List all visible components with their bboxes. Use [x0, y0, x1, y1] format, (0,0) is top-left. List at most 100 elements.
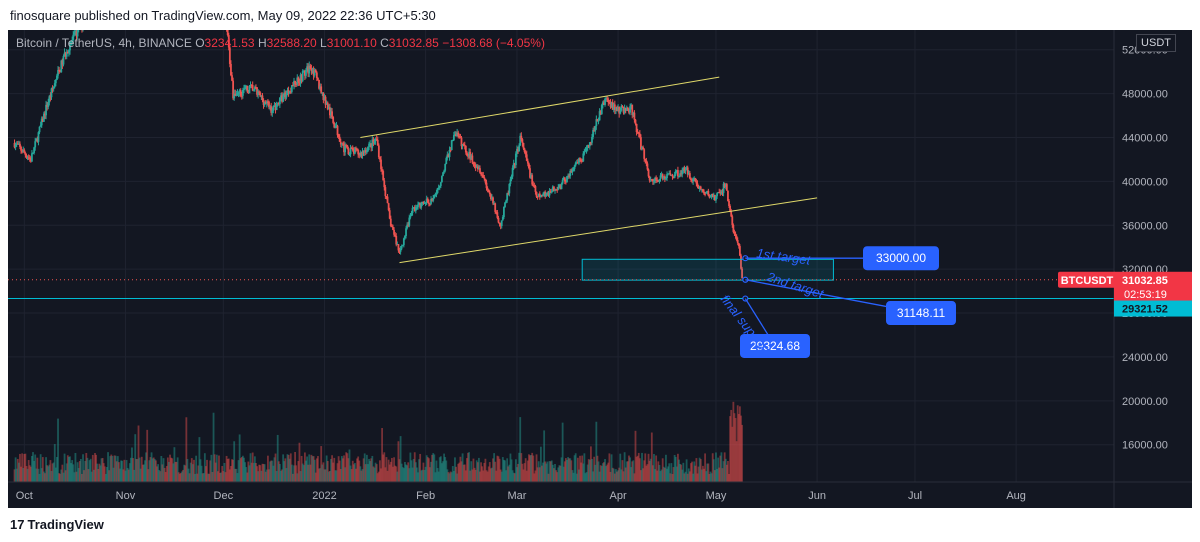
volume-bar [530, 455, 532, 482]
candle-body [717, 191, 720, 194]
volume-bar [442, 461, 444, 482]
volume-bar [649, 458, 652, 482]
volume-bar [722, 461, 725, 482]
volume-bar [49, 460, 52, 482]
candle-body [547, 192, 550, 196]
candle-body [620, 106, 623, 111]
volume-bar [257, 471, 260, 482]
candle-body [13, 143, 16, 148]
volume-bar [198, 437, 201, 482]
candle-body [497, 217, 500, 223]
volume-bar [474, 469, 477, 482]
candle-body [657, 180, 660, 182]
candle-body [550, 191, 553, 193]
volume-bar [230, 466, 232, 482]
candle-body [574, 162, 577, 166]
volume-bar [72, 464, 75, 482]
volume-bar [466, 458, 468, 482]
volume-bar [188, 473, 191, 482]
volume-bar [124, 470, 127, 482]
candle-body [56, 75, 58, 80]
volume-bar [537, 461, 540, 482]
volume-bar [425, 455, 428, 482]
candle-body [307, 66, 310, 74]
volume-bar [306, 456, 308, 482]
volume-bar [473, 467, 476, 482]
currency-button[interactable]: USDT [1136, 34, 1176, 52]
volume-bar [208, 473, 211, 482]
candle-body [522, 142, 525, 149]
candle-body [489, 194, 492, 200]
volume-bar [42, 471, 45, 482]
chart-panel[interactable]: Oct Nov Dec 2022 Feb Mar Apr May Jun Jul Aug 33000.… [8, 30, 1192, 508]
candle-body [470, 155, 473, 160]
volume-bar [24, 453, 27, 482]
candle-body [702, 189, 704, 192]
volume-bar [426, 457, 429, 482]
candle-body [610, 102, 613, 107]
candle-body [26, 157, 29, 159]
volume-bar [393, 457, 395, 482]
candle-body [240, 95, 243, 97]
candle-body [418, 202, 420, 205]
volume-bar [457, 463, 460, 482]
candle-body [408, 217, 411, 226]
volume-bar [526, 460, 529, 482]
volume-bar [84, 460, 87, 482]
volume-bar [376, 473, 379, 482]
candle-body [561, 179, 564, 184]
candle-body [593, 129, 596, 132]
candle-body [234, 93, 237, 96]
volume-bar [361, 469, 364, 482]
volume-bar [508, 464, 511, 482]
volume-bar [411, 467, 414, 482]
candle-body [24, 152, 27, 156]
candle-body [535, 191, 538, 197]
volume-bar [551, 464, 554, 482]
volume-bar [263, 464, 266, 482]
volume-bar [120, 460, 123, 482]
candle-body [441, 176, 443, 183]
candle-body [262, 100, 265, 105]
candle-body [339, 141, 342, 145]
volume-bar [97, 469, 100, 482]
volume-bar [253, 456, 256, 482]
volume-bar [139, 468, 142, 482]
candle-body [455, 134, 457, 137]
volume-bar [581, 455, 584, 482]
volume-bar [452, 470, 455, 482]
candle-body [381, 169, 384, 172]
volume-bar [65, 463, 68, 482]
volume-bar [90, 471, 93, 482]
price-chart[interactable]: Oct Nov Dec 2022 Feb Mar Apr May Jun Jul Aug 33000.… [8, 30, 1192, 508]
volume-bar [528, 454, 530, 482]
candle-body [365, 151, 368, 153]
volume-bar [427, 458, 430, 482]
volume-bar [558, 465, 561, 482]
volume-bar [656, 470, 659, 482]
candle-body [709, 196, 712, 198]
volume-bar [174, 461, 177, 482]
volume-bar [54, 467, 57, 482]
volume-bar [583, 453, 586, 482]
candle-body [665, 177, 667, 179]
candle-body [412, 207, 415, 209]
volume-bar [434, 472, 437, 482]
candle-body [296, 77, 299, 85]
candle-body [425, 198, 428, 203]
candle-body [472, 162, 475, 165]
candle-body [654, 177, 656, 181]
candle-body [474, 165, 477, 168]
volume-bar [76, 462, 79, 482]
candle-body [541, 195, 543, 197]
volume-bar [654, 469, 656, 482]
volume-bar [197, 465, 200, 482]
volume-bar [163, 467, 166, 482]
volume-bar [433, 454, 436, 482]
volume-bar [499, 469, 502, 482]
candle-body [298, 81, 301, 83]
volume-bar [692, 473, 695, 482]
volume-bar [160, 455, 163, 482]
candle-body [38, 126, 41, 133]
